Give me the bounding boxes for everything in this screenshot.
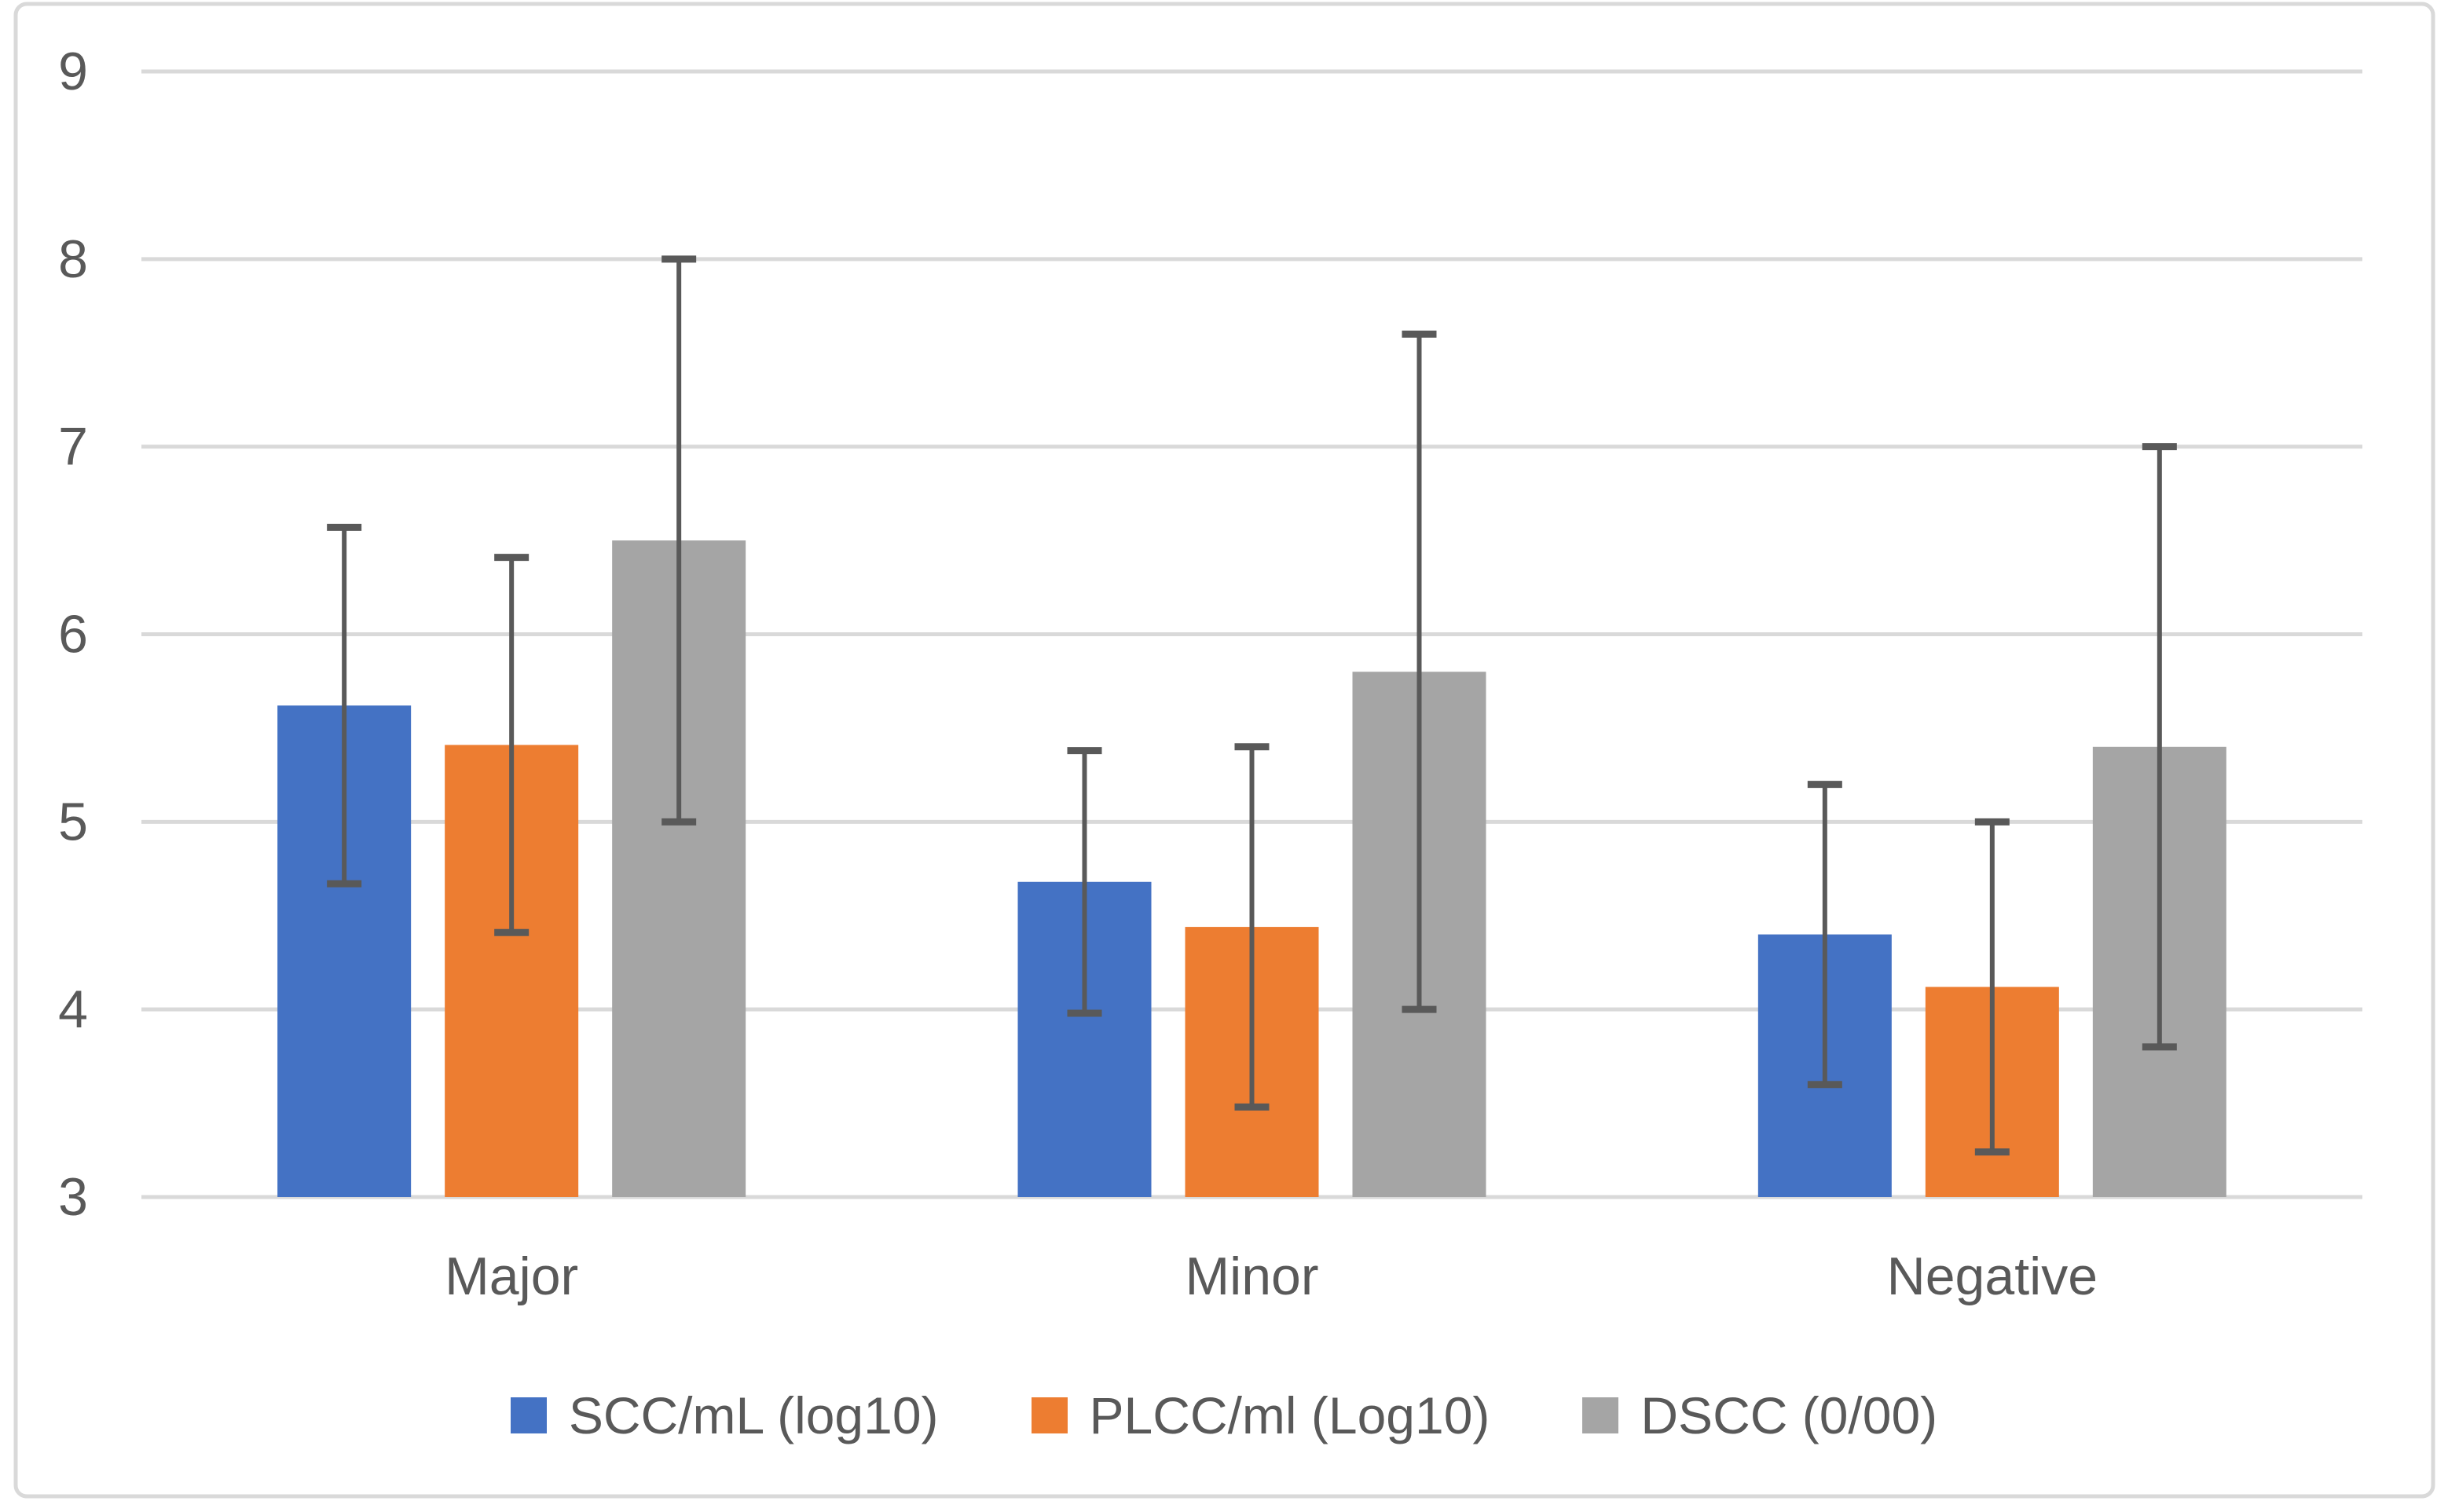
y-tick-label-7: 7: [58, 417, 88, 477]
x-category-label-major: Major: [445, 1247, 578, 1306]
x-category-label-negative: Negative: [1887, 1247, 2098, 1306]
y-tick-label-9: 9: [58, 42, 88, 101]
y-tick-label-5: 5: [58, 792, 88, 851]
x-category-label-minor: Minor: [1185, 1247, 1318, 1306]
y-tick-label-4: 4: [58, 979, 88, 1039]
y-tick-label-8: 8: [58, 229, 88, 289]
y-tick-label-3: 3: [58, 1167, 88, 1227]
y-tick-label-6: 6: [58, 605, 88, 664]
